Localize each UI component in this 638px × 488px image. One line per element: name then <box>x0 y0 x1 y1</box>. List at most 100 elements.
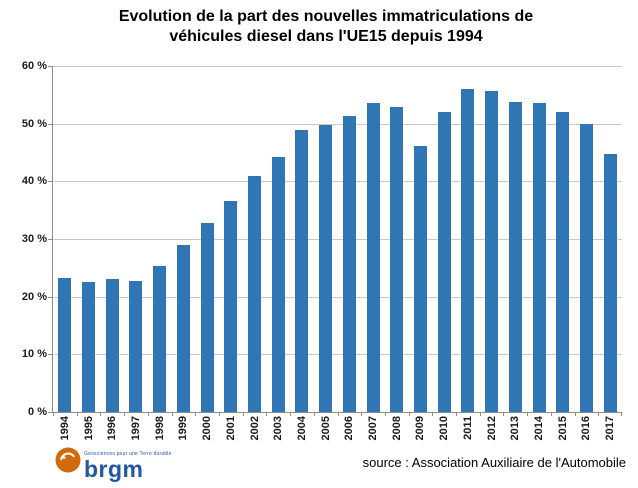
bar-1994 <box>58 278 72 412</box>
x-axis-tick-23 <box>598 412 600 416</box>
x-axis-label-2009: 2009 <box>414 416 427 441</box>
x-axis-tick-7 <box>218 412 220 416</box>
bar-2014 <box>532 103 546 412</box>
bar-2004 <box>295 130 309 412</box>
chart-title-line1: Evolution de la part des nouvelles immat… <box>118 8 534 25</box>
chart-title: Evolution de la part des nouvelles immat… <box>14 7 638 47</box>
x-axis-label-2014: 2014 <box>533 416 546 441</box>
x-axis-tick-10 <box>290 412 292 416</box>
bar-2012 <box>485 91 499 412</box>
bar-1995 <box>82 281 96 412</box>
x-axis-tick-8 <box>242 412 244 416</box>
bar-2003 <box>271 157 285 412</box>
y-axis-label-40: 40 % <box>21 175 47 188</box>
x-axis-label-2013: 2013 <box>509 416 522 441</box>
y-axis-tick-50 <box>48 123 52 125</box>
x-axis-tick-11 <box>313 412 315 416</box>
x-axis-label-2004: 2004 <box>295 416 308 441</box>
y-axis-label-50: 50 % <box>21 117 47 130</box>
x-axis-tick-6 <box>195 412 197 416</box>
chart-title-line2: véhicules diesel dans l'UE15 depuis 1994 <box>169 28 483 45</box>
x-axis-label-1996: 1996 <box>106 416 119 441</box>
bar-1997 <box>129 280 143 412</box>
x-axis-label-2011: 2011 <box>461 416 474 440</box>
brgm-logo-tagline: Géosciences pour une Terre durable <box>84 451 172 457</box>
bar-2015 <box>556 111 570 412</box>
x-axis-label-2008: 2008 <box>390 416 403 441</box>
x-axis-label-2007: 2007 <box>367 416 380 441</box>
gridline-30 <box>53 239 622 240</box>
y-axis-tick-40 <box>48 181 52 183</box>
brgm-logo-textblock: Géosciences pour une Terre durable brgm <box>84 445 172 481</box>
bar-2011 <box>461 89 475 412</box>
y-axis-label-0: 0 % <box>28 406 47 418</box>
bar-2007 <box>366 103 380 412</box>
x-axis-label-1994: 1994 <box>58 416 71 441</box>
x-axis-label-2012: 2012 <box>485 416 498 441</box>
bar-2013 <box>508 102 522 412</box>
x-axis-tick-13 <box>361 412 363 416</box>
x-axis-tick-20 <box>527 412 529 416</box>
gridline-20 <box>53 296 622 298</box>
y-axis-label-20: 20 % <box>21 290 47 303</box>
x-axis-tick-17 <box>456 412 458 416</box>
x-axis-tick-22 <box>574 412 576 416</box>
x-axis-tick-4 <box>147 412 149 416</box>
y-axis-tick-30 <box>48 239 52 240</box>
x-axis-tick-0 <box>53 412 54 416</box>
bar-2002 <box>248 175 262 412</box>
x-axis-label-2003: 2003 <box>272 416 285 441</box>
x-axis-tick-3 <box>124 412 126 416</box>
bar-2016 <box>579 123 593 412</box>
gridline-10 <box>53 354 622 356</box>
bar-2017 <box>603 153 617 412</box>
y-axis-label-60: 60 % <box>21 60 47 72</box>
x-axis-tick-15 <box>408 412 410 416</box>
x-axis-label-1999: 1999 <box>177 416 190 441</box>
gridline-60 <box>53 66 622 67</box>
x-axis-tick-18 <box>479 412 481 416</box>
bar-1996 <box>105 279 119 412</box>
x-axis-label-1998: 1998 <box>153 416 166 441</box>
x-axis-tick-2 <box>100 412 102 416</box>
bar-2008 <box>390 106 404 412</box>
bar-2006 <box>342 116 356 412</box>
bar-2000 <box>200 222 214 412</box>
x-axis-label-2016: 2016 <box>580 416 593 441</box>
plot-area: 0 % 10 % 20 % 30 % 40 % 50 % 60 % 1994 1995 1996 1… <box>22 60 622 440</box>
y-axis-tick-20 <box>48 296 52 298</box>
x-axis-tick-9 <box>266 412 268 416</box>
x-axis-label-2002: 2002 <box>248 416 261 441</box>
x-axis-label-2006: 2006 <box>343 416 356 441</box>
y-axis-label-30: 30 % <box>21 233 47 245</box>
x-axis-label-1997: 1997 <box>129 416 142 441</box>
brgm-logo: Géosciences pour une Terre durable brgm <box>55 445 172 481</box>
y-axis-tick-60 <box>48 66 52 67</box>
x-axis-label-2017: 2017 <box>604 416 617 441</box>
gridline-40 <box>53 181 622 183</box>
x-axis-tick-12 <box>337 412 339 416</box>
x-axis-label-2001: 2001 <box>224 416 237 441</box>
x-axis-label-2010: 2010 <box>438 416 451 441</box>
bar-2001 <box>224 200 238 412</box>
x-axis-tick-14 <box>384 412 386 416</box>
bar-2010 <box>437 112 451 412</box>
x-axis-tick-16 <box>432 412 434 416</box>
source-caption: source : Association Auxiliaire de l'Aut… <box>362 455 626 470</box>
bar-2005 <box>319 125 333 412</box>
y-axis-tick-10 <box>48 354 52 356</box>
gridline-50 <box>53 123 622 125</box>
y-axis-tick-0 <box>48 412 52 413</box>
x-axis-label-2015: 2015 <box>556 416 569 441</box>
x-axis-tick-5 <box>171 412 173 416</box>
x-axis-tick-24 <box>621 412 622 416</box>
x-axis-label-1995: 1995 <box>82 416 95 441</box>
x-axis-label-2005: 2005 <box>319 416 332 441</box>
x-axis-tick-21 <box>550 412 552 416</box>
brgm-logo-icon <box>55 447 81 473</box>
brgm-logo-text: brgm <box>84 456 144 482</box>
y-axis-label-10: 10 % <box>21 348 47 361</box>
bar-1998 <box>153 265 167 412</box>
bar-1999 <box>176 244 190 412</box>
